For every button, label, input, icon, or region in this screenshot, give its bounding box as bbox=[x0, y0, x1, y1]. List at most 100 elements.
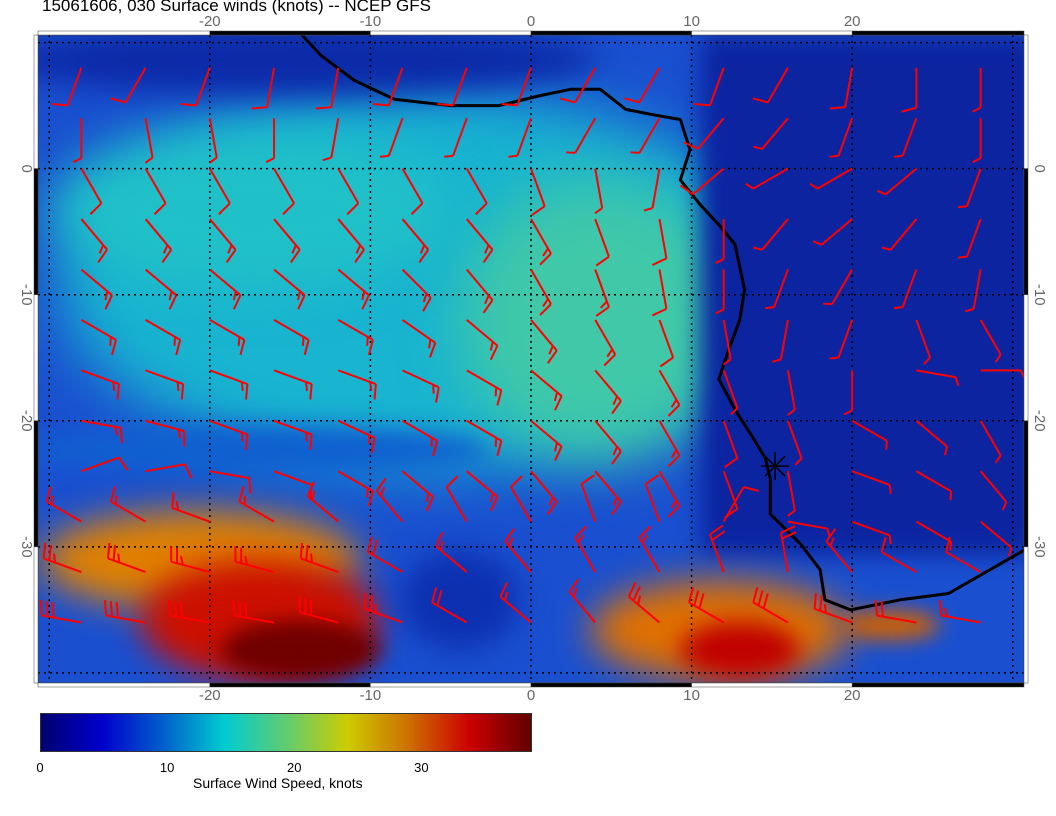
frame-bar bbox=[851, 682, 1025, 688]
wind-barb bbox=[144, 168, 167, 215]
longitude-tick-label: -10 bbox=[360, 687, 382, 700]
wind-barb bbox=[594, 168, 604, 215]
wind-barb bbox=[780, 525, 797, 573]
wind-barb bbox=[81, 456, 129, 473]
longitude-tick-label: -20 bbox=[199, 13, 221, 30]
wind-barb bbox=[979, 319, 1002, 363]
wind-barb bbox=[530, 420, 563, 461]
longitude-tick-label: 20 bbox=[844, 687, 861, 700]
wind-barb bbox=[168, 599, 211, 624]
frame-bar bbox=[33, 34, 39, 169]
frame-bar bbox=[37, 682, 211, 688]
wind-barb bbox=[594, 218, 610, 267]
frame-bar bbox=[691, 30, 853, 36]
wind-barb bbox=[938, 599, 981, 624]
wind-barb bbox=[273, 268, 306, 310]
wind-barb bbox=[337, 470, 374, 507]
latitude-tick-label: -10 bbox=[1031, 284, 1048, 306]
wind-barb bbox=[530, 470, 558, 516]
longitude-tick-label: 10 bbox=[683, 13, 700, 30]
wind-barb bbox=[402, 369, 440, 403]
wind-barb bbox=[972, 67, 982, 113]
wind-barb bbox=[306, 481, 339, 523]
wind-barb bbox=[465, 168, 488, 215]
wind-barb bbox=[144, 268, 178, 310]
wind-barb bbox=[679, 167, 725, 196]
frame-bar bbox=[1023, 168, 1029, 295]
wind-barb bbox=[765, 269, 789, 310]
frame-bar bbox=[370, 30, 532, 36]
wind-barb bbox=[39, 599, 82, 624]
axis-tick-labels: -20 -20 -10 -10 0 0 10 10 20 20 0 0 -10 -10 -20 -20 -30 -… bbox=[18, 13, 1048, 700]
wind-barb bbox=[81, 369, 120, 400]
wind-barb bbox=[299, 542, 339, 573]
wind-barb bbox=[209, 419, 249, 451]
colorbar-title: Surface Wind Speed, knots bbox=[193, 775, 363, 791]
wind-speed-field bbox=[38, 35, 1024, 683]
wind-barb bbox=[379, 117, 404, 158]
wind-barb bbox=[709, 524, 726, 573]
wind-barb bbox=[753, 218, 789, 251]
wind-barb bbox=[722, 319, 732, 366]
wind-barb bbox=[145, 319, 182, 356]
wind-barb bbox=[273, 369, 313, 400]
frame-bar bbox=[530, 30, 692, 36]
wind-barb bbox=[466, 470, 499, 512]
colorbar-tick: 0 bbox=[36, 760, 44, 775]
wind-barb bbox=[431, 587, 468, 624]
wind-barb bbox=[508, 117, 532, 158]
wind-barb bbox=[644, 474, 661, 522]
frame-bar bbox=[33, 294, 39, 422]
wind-barb bbox=[530, 218, 552, 266]
wind-barb bbox=[843, 370, 854, 416]
longitude-tick-label: 20 bbox=[844, 13, 861, 30]
frame-bar bbox=[33, 420, 39, 548]
wind-barb bbox=[683, 117, 725, 150]
wind-barb bbox=[715, 219, 725, 264]
wind-barb bbox=[658, 420, 681, 468]
wind-barb bbox=[238, 486, 275, 523]
wind-barb bbox=[813, 593, 853, 624]
wind-barb bbox=[881, 218, 918, 251]
wind-barb bbox=[209, 470, 252, 494]
frame-bar bbox=[37, 30, 211, 36]
wind-barb bbox=[107, 542, 146, 573]
longitude-tick-label: 10 bbox=[683, 687, 700, 700]
wind-barb bbox=[786, 471, 796, 517]
wind-barb bbox=[568, 578, 597, 624]
wind-barb bbox=[401, 168, 424, 215]
colorbar-tick: 10 bbox=[159, 760, 175, 775]
wind-barb bbox=[694, 67, 725, 107]
wind-barb bbox=[52, 67, 83, 107]
frame-bar bbox=[33, 546, 39, 684]
star-marker-icon bbox=[761, 452, 790, 481]
frame-bar bbox=[851, 30, 1025, 36]
wind-barb bbox=[145, 369, 185, 400]
wind-barb bbox=[180, 67, 211, 107]
colorbar bbox=[40, 713, 532, 752]
wind-barb bbox=[829, 319, 854, 360]
wind-barb bbox=[144, 218, 173, 263]
wind-barbs bbox=[39, 67, 1024, 624]
wind-barb bbox=[594, 470, 622, 516]
wind-barb bbox=[80, 168, 103, 215]
wind-barb bbox=[624, 67, 661, 104]
wind-barb bbox=[208, 118, 218, 164]
wind-barb bbox=[315, 67, 340, 110]
wind-barb bbox=[80, 319, 117, 356]
wind-barb bbox=[45, 486, 82, 523]
wind-barb bbox=[580, 474, 597, 522]
wind-barb bbox=[265, 118, 276, 164]
wind-barb bbox=[979, 470, 1008, 511]
wind-barb bbox=[499, 582, 532, 624]
wind-barb bbox=[402, 419, 439, 457]
wind-barb bbox=[915, 319, 932, 365]
wind-barb bbox=[594, 319, 617, 367]
wind-barb bbox=[630, 117, 661, 154]
wind-barb bbox=[530, 319, 558, 364]
wind-barb bbox=[745, 167, 789, 190]
frame-bar bbox=[530, 682, 692, 688]
frame-bar bbox=[1023, 420, 1029, 548]
wind-barb bbox=[401, 218, 430, 263]
wind-barb bbox=[337, 419, 376, 454]
